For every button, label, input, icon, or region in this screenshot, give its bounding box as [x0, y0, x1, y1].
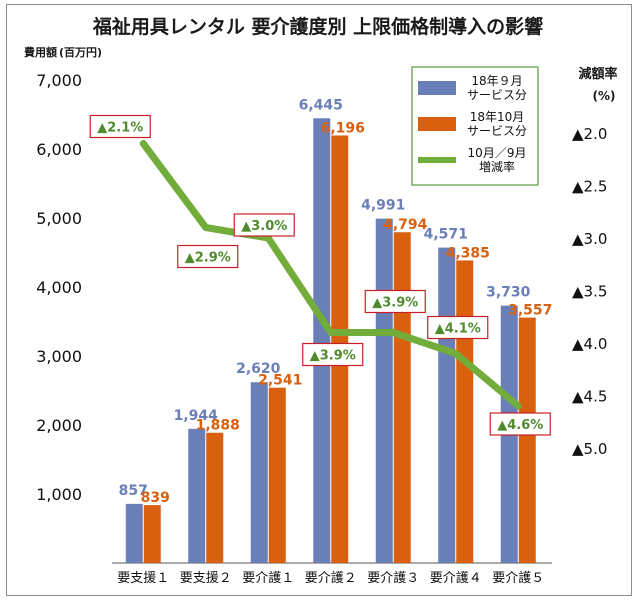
rate-label: ▲3.9% [310, 349, 356, 364]
x-tick-label: 要介護４ [430, 570, 482, 586]
rate-label: ▲3.0% [241, 219, 287, 234]
bar-oct [456, 260, 474, 563]
bar-sep [438, 247, 456, 563]
legend-label-line: 18年９月 [471, 74, 522, 88]
bar-value-label-oct: 839 [141, 490, 170, 506]
rate-label-box [233, 213, 295, 237]
bar-oct [518, 317, 536, 563]
y-axis-unit: (百万円) [59, 46, 102, 59]
chart-title: 福祉用具レンタル 要介護度別 上限価格制導入の影響 [92, 15, 543, 38]
bar-sep [125, 503, 143, 563]
rate-label: ▲4.1% [435, 322, 481, 337]
x-tick-label: 要支援１ [117, 571, 169, 586]
y-tick-label: 3,000 [36, 347, 82, 366]
y-tick-label: 7,000 [36, 71, 82, 90]
rate-label: ▲2.9% [185, 251, 231, 266]
x-tick-label: 要介護３ [367, 570, 419, 586]
y-tick-label: 1,000 [36, 485, 82, 504]
y2-axis-label: 減額率 [578, 66, 617, 82]
bar-value-label-oct: 2,541 [258, 373, 302, 389]
y-tick-label: 2,000 [36, 416, 82, 435]
bar-value-label-sep: 2,620 [236, 361, 281, 377]
bar-value-label-oct: 4,385 [446, 245, 490, 261]
y2-tick-label: ▲5.0 [572, 440, 607, 458]
y-tick-label: 5,000 [36, 209, 82, 228]
bar-value-label-sep: 3,730 [486, 285, 531, 301]
bar-oct [268, 387, 286, 563]
rate-label: ▲2.1% [97, 121, 143, 136]
bar-sep [188, 428, 206, 563]
legend-label-line: サービス分 [467, 88, 527, 102]
rate-label: ▲3.9% [372, 296, 418, 311]
y2-tick-label: ▲3.5 [572, 283, 607, 301]
line-layer: ▲2.1% ▲2.9% ▲3.0% ▲3.9% ▲3.9% ▲4.1% ▲4.6% [89, 114, 551, 436]
bar-value-label-oct: 4,794 [383, 217, 428, 233]
bar-value-label-oct: 6,196 [321, 120, 365, 136]
y2-axis-unit: (%) [593, 89, 616, 103]
y2-tick-label: ▲4.0 [572, 335, 607, 353]
bar-value-label-sep: 6,445 [299, 97, 343, 113]
bar-oct [206, 432, 224, 563]
y2-tick-label: ▲4.5 [572, 388, 607, 406]
legend-swatch-oct [418, 117, 456, 131]
bar-value-label-oct: 1,888 [196, 418, 240, 434]
bar-sep [375, 218, 393, 563]
x-ticks-layer: 要支援１ 要支援２ 要介護１ 要介護２ 要介護３ 要介護４ 要介護５ [117, 570, 544, 586]
rate-label-box [89, 114, 151, 139]
y-axis-label: 費用額 (百万円) [23, 45, 102, 59]
legend-label: 18年９月サービス分 [467, 74, 527, 102]
bar-value-label-sep: 1,944 [174, 408, 219, 424]
x-tick-label: 要介護１ [242, 570, 294, 586]
bar-value-label-oct: 3,557 [508, 303, 552, 319]
rate-label-box [302, 342, 364, 367]
y-axis-label-text: 費用額 [23, 45, 57, 59]
legend-label-line: 18年10月 [470, 110, 525, 124]
rate-label: ▲4.6% [497, 418, 543, 433]
y-ticks-layer: 7,000 6,000 5,000 4,000 3,000 2,000 1,000 [36, 71, 82, 504]
bar-oct [143, 505, 161, 563]
bar-oct [393, 232, 411, 564]
y-tick-label: 4,000 [36, 278, 82, 297]
bar-value-label-sep: 4,571 [424, 227, 468, 243]
x-tick-label: 要介護５ [492, 570, 544, 586]
y2-tick-label: ▲2.0 [572, 125, 607, 143]
legend-label-line: 10月／9月 [468, 146, 527, 160]
bar-value-label-sep: 857 [119, 483, 148, 499]
legend-label-line: 増減率 [479, 159, 515, 174]
legend-label: 18年10月サービス分 [467, 110, 527, 138]
rate-label-box [427, 315, 489, 340]
legend-swatch-rate [418, 157, 456, 163]
y2-tick-label: ▲2.5 [572, 178, 607, 196]
bar-value-label-sep: 4,991 [361, 198, 405, 214]
y2-tick-label: ▲3.0 [572, 230, 607, 248]
y2-ticks-layer: ▲2.0 ▲2.5 ▲3.0 ▲3.5 ▲4.0 ▲4.5 ▲5.0 [572, 125, 607, 458]
x-tick-label: 要介護２ [305, 570, 357, 586]
rate-label-box [364, 289, 426, 314]
legend-swatch-sep [418, 81, 456, 95]
rate-label-box [177, 244, 239, 269]
legend-label: 10月／9月増減率 [468, 146, 527, 174]
legend-label-line: サービス分 [467, 124, 527, 138]
bar-sep [313, 118, 331, 564]
rate-label-box [489, 412, 551, 436]
bar-sep [250, 382, 268, 563]
x-tick-label: 要支援２ [180, 571, 232, 586]
y-tick-label: 6,000 [36, 140, 82, 159]
rate-line [139, 140, 522, 410]
